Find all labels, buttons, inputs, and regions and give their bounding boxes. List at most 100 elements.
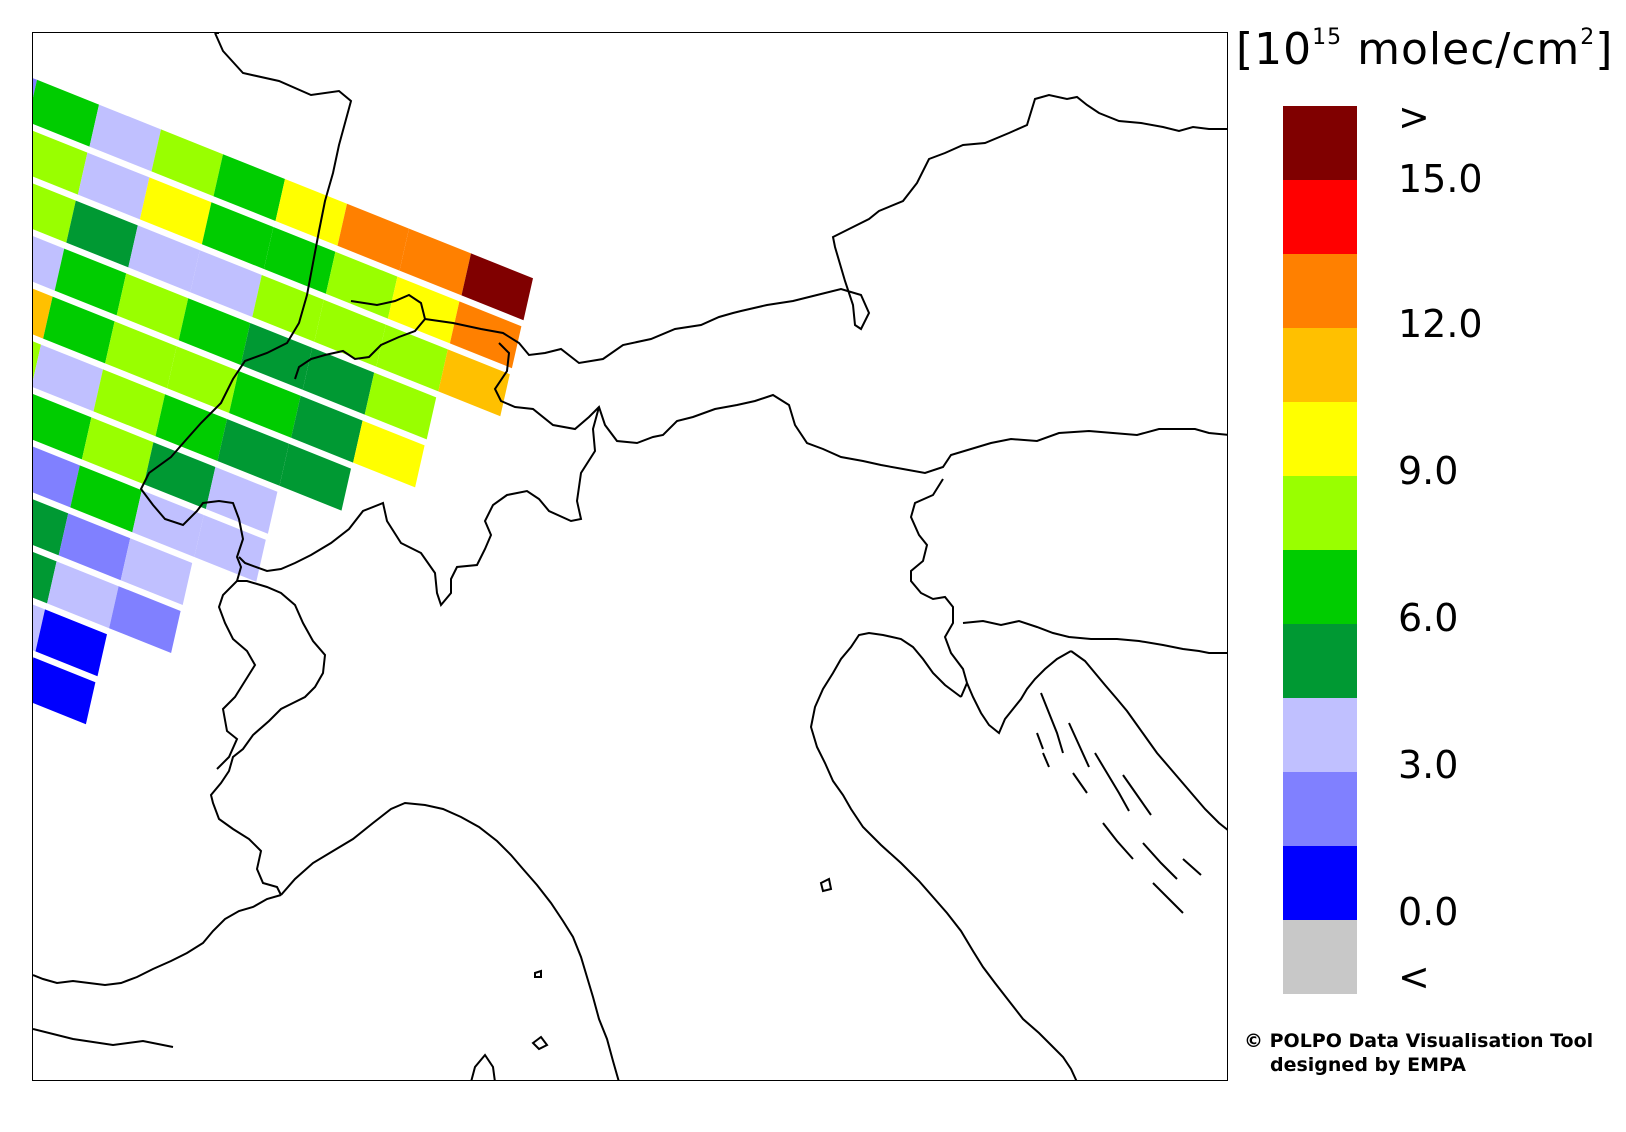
croatian-islands [1036, 692, 1202, 914]
swath-pixel [43, 296, 115, 364]
swath-pixel [325, 251, 398, 319]
legend-swatch [1283, 846, 1357, 920]
swath-pixel [33, 604, 45, 652]
swath-pixel [275, 179, 347, 246]
legend-swatch [1283, 180, 1357, 254]
island-small-2 [534, 969, 542, 978]
coastline-ligurian [280, 801, 620, 1080]
legend-swatch [1283, 920, 1357, 994]
swath-pixel [33, 446, 80, 508]
swath-pixel [449, 301, 522, 369]
swath-pixel [151, 129, 223, 197]
swath-pixel [240, 323, 313, 390]
swath-pixel [337, 203, 409, 271]
border-france-germany [139, 33, 353, 770]
swath-pixel [132, 490, 204, 557]
swath-pixel [353, 420, 425, 488]
swath-pixel [66, 200, 138, 268]
credit-text: © POLPO Data Visualisation Tool designed… [1244, 1029, 1593, 1077]
swath-pixel [105, 321, 177, 389]
legend-swatch [1283, 328, 1357, 402]
swath-pixel [139, 177, 212, 245]
swath-pixel [217, 419, 289, 486]
legend-over-label: > [1398, 95, 1430, 139]
legend-tick-label: 15.0 [1398, 157, 1483, 201]
swath-pixel [33, 344, 103, 412]
swath-pixel [128, 225, 200, 293]
swath-pixel [89, 104, 161, 172]
legend-tick-label: 12.0 [1398, 302, 1483, 346]
swath-pixel [461, 253, 533, 321]
swath-pixel [33, 551, 57, 604]
swath-pixel [81, 417, 154, 485]
coastline-istria [966, 650, 1072, 735]
swath-pixel [314, 299, 386, 367]
swath-pixel [58, 513, 131, 581]
swath-pixel [109, 586, 181, 653]
swath-pixel [190, 250, 262, 317]
swath-pixel [167, 346, 239, 413]
swath-pixel [33, 499, 69, 556]
swath-pixel [70, 465, 142, 533]
satellite-swath [33, 78, 533, 725]
border-austria-germany [424, 93, 1227, 365]
swath-pixel [116, 273, 189, 341]
island-small-1 [819, 877, 833, 893]
border-italy-slovenia [909, 478, 969, 698]
swath-pixel [77, 152, 150, 220]
swath-pixel [399, 228, 471, 296]
swath-pixel [33, 657, 96, 725]
swath-pixel [33, 394, 92, 460]
border-south-edge [33, 1028, 174, 1048]
swath-pixel [155, 394, 227, 461]
legend-units-close: ] [1595, 24, 1614, 75]
legend-swatch [1283, 254, 1357, 328]
swath-pixel [376, 324, 448, 392]
country-borders [33, 33, 1227, 1080]
legend-tick-label: 9.0 [1398, 449, 1459, 493]
swath-pixel [438, 349, 510, 417]
border-slovenia-croatia [962, 619, 1227, 654]
legend-swatch [1283, 402, 1357, 476]
legend-units-exponent-2: 2 [1580, 25, 1596, 51]
swath-pixel [252, 275, 324, 342]
swath-pixel [229, 371, 301, 438]
island-small-3 [531, 1035, 549, 1051]
legend-swatch [1283, 698, 1357, 772]
coastline-france-med [33, 894, 282, 987]
swath-pixel [302, 347, 375, 415]
legend-under-label: < [1398, 955, 1430, 999]
legend-tick-label: 0.0 [1398, 890, 1459, 934]
coastline-croatia [1070, 650, 1227, 831]
swath-pixel [279, 443, 351, 511]
swath-pixel [35, 609, 107, 677]
legend-swatch [1283, 550, 1357, 624]
swath-pixel [291, 395, 363, 463]
map-canvas [33, 33, 1227, 1080]
legend-units-exponent: 15 [1312, 25, 1343, 51]
border-switzerland-south [238, 406, 600, 608]
swath-pixel [33, 236, 65, 291]
swath-pixel [47, 561, 119, 629]
credit-line-1: © POLPO Data Visualisation Tool [1244, 1030, 1594, 1052]
coastline-adriatic [809, 631, 1078, 1080]
legend-units: [1015 molec/cm2] [1236, 24, 1613, 75]
map-panel [32, 32, 1228, 1081]
legend-tick-label: 3.0 [1398, 743, 1459, 787]
legend-swatch [1283, 106, 1357, 180]
legend-tick-label: 6.0 [1398, 596, 1459, 640]
legend-units-suffix: molec/cm [1342, 24, 1581, 75]
credit-line-2: designed by EMPA [1270, 1054, 1466, 1076]
swath-pixel [120, 538, 193, 605]
swath-pixel [33, 341, 41, 380]
color-legend [1283, 106, 1357, 994]
swath-pixel [33, 288, 53, 339]
swath-pixel [33, 130, 88, 195]
legend-swatch [1283, 476, 1357, 550]
swath-pixel [178, 298, 251, 365]
swath-pixel [364, 372, 437, 440]
swath-pixel [201, 202, 274, 269]
border-switzerland-italy [493, 342, 1227, 475]
swath-pixel [143, 442, 216, 509]
swath-pixel [33, 78, 37, 98]
